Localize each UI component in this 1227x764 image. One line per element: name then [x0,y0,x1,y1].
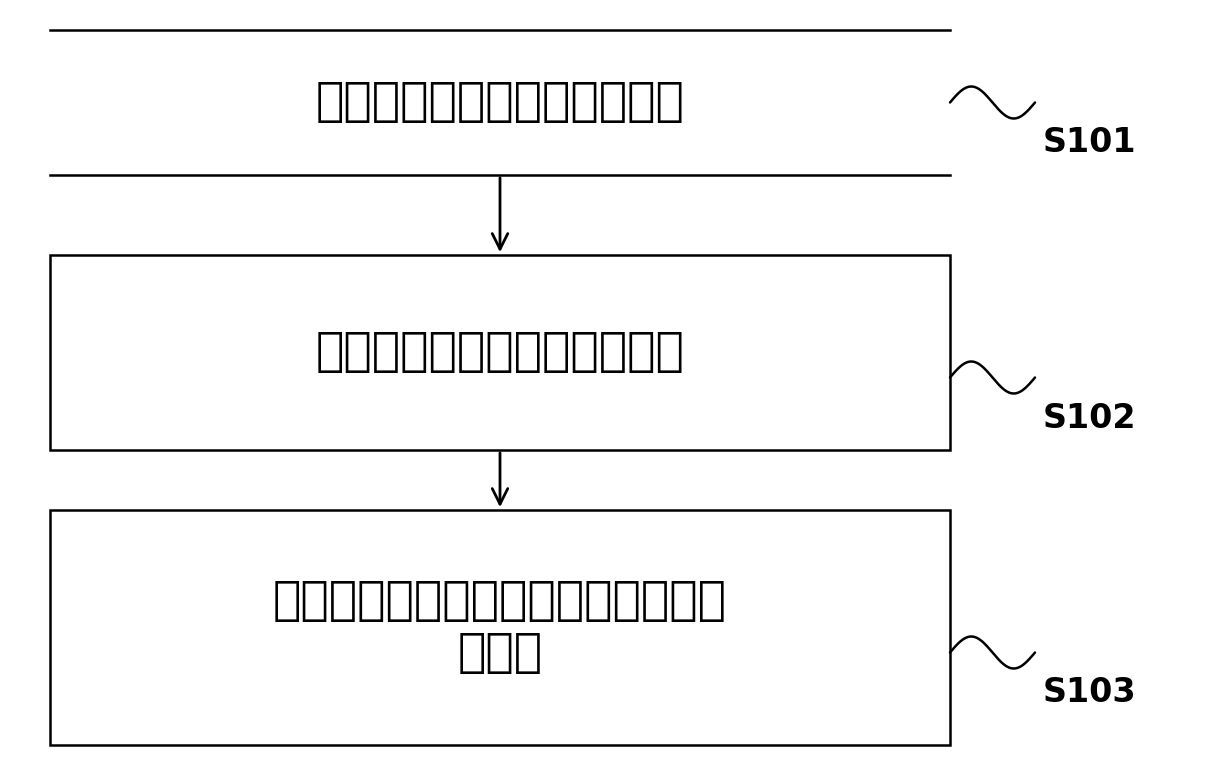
Bar [50,510,950,745]
Text: 采集电池的温度参数和电参数: 采集电池的温度参数和电参数 [315,330,685,375]
Text: S103: S103 [1043,676,1136,710]
Text: S101: S101 [1043,127,1136,160]
Text: 发送控制加热电池的控制指令: 发送控制加热电池的控制指令 [315,80,685,125]
Text: 度特性: 度特性 [458,630,542,675]
Bar [50,255,950,450]
Text: 根据温度参数和电参数确定电池的温: 根据温度参数和电参数确定电池的温 [272,580,728,624]
Text: S102: S102 [1043,402,1136,435]
